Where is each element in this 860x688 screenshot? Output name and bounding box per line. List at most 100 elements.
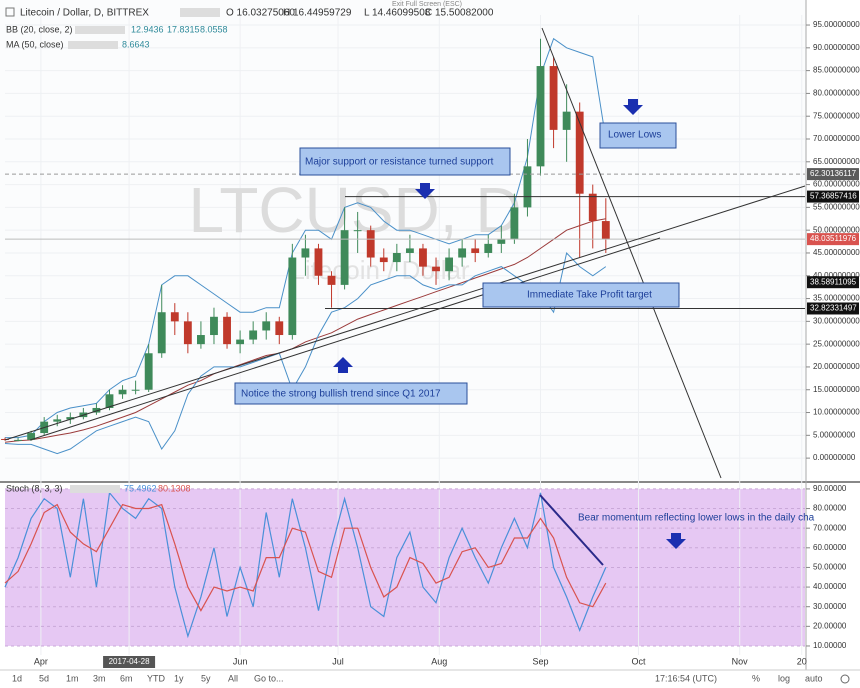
indicator-buttons[interactable] <box>70 485 120 493</box>
y-tick-label: 5.00000000 <box>813 430 856 439</box>
ohlc: C 15.50082000 <box>425 8 494 19</box>
range-button[interactable]: 6m <box>120 673 133 683</box>
series-line <box>4 251 607 455</box>
y-tick-label: 25.00000000 <box>813 339 860 348</box>
candle-body <box>392 252 401 263</box>
annotation: Notice the strong bullish trend since Q1… <box>241 389 441 400</box>
x-tick-label: 2017-04-28 <box>109 657 150 666</box>
range-button[interactable]: 1y <box>174 673 184 683</box>
y-tick-label: 10.00000000 <box>813 408 860 417</box>
option-button[interactable]: % <box>752 673 760 683</box>
series-line <box>4 503 607 612</box>
price-tag <box>807 168 859 181</box>
y-tick-label: 35.00000000 <box>813 294 860 303</box>
price-tag <box>807 233 859 246</box>
annotation-box <box>234 382 468 405</box>
y-tick-label: 40.00000000 <box>813 271 860 280</box>
x-tick-label: Sep <box>533 656 549 666</box>
price-tag-label: 62.30136117 <box>810 169 857 178</box>
candle-body <box>419 248 427 267</box>
exit-full-screen[interactable]: Exit Full Screen (ESC) <box>392 1 462 8</box>
collapse-icon[interactable] <box>5 7 15 17</box>
x-tick-label: Jun <box>233 656 248 666</box>
candle-body <box>262 321 271 331</box>
y-tick-label: 70.00000000 <box>813 134 860 143</box>
price-tag-label: 32.82331497 <box>810 304 857 313</box>
settings-button[interactable] <box>840 674 850 684</box>
indicator-value: 75.4962 <box>124 483 157 493</box>
arrow-down <box>666 533 686 549</box>
candle-body <box>1 438 9 440</box>
indicator-value: 8.0558 <box>200 24 228 34</box>
range-button[interactable]: 1d <box>12 673 22 683</box>
y-tick-label: 70.00000 <box>813 523 847 532</box>
candle-body <box>223 316 231 345</box>
ohlc: H 16.44959729 <box>283 8 352 19</box>
indicator-buttons[interactable] <box>68 41 118 49</box>
candle-body <box>497 239 506 244</box>
range-button[interactable]: 5y <box>201 673 211 683</box>
annotation-box <box>482 282 680 308</box>
option-button[interactable]: log <box>778 673 790 683</box>
y-tick-label: 40.00000 <box>813 582 847 591</box>
candle-body <box>236 339 245 345</box>
indicator-name: MA (50, close) <box>6 39 64 49</box>
indicator-buttons[interactable] <box>75 26 125 34</box>
x-tick-label: Apr <box>34 656 48 666</box>
x-tick-label: Nov <box>732 656 749 666</box>
candle-body <box>458 248 467 258</box>
y-tick-label: 20.00000 <box>813 621 847 630</box>
arrow-up <box>333 357 353 373</box>
candle-body <box>92 407 101 413</box>
symbol: Litecoin / Dollar, D, BITTREX <box>20 8 149 19</box>
price-tag <box>807 190 859 203</box>
header-buttons[interactable] <box>180 8 220 17</box>
candle-body <box>366 230 375 258</box>
candle-body <box>131 389 140 391</box>
range-button[interactable]: 5d <box>39 673 49 683</box>
indicator-value: 17.8315 <box>167 24 200 34</box>
annotation-box <box>299 147 511 176</box>
y-tick-label: 20.00000000 <box>813 362 860 371</box>
trend-line <box>541 27 722 479</box>
annotation: Lower Lows <box>608 130 661 141</box>
candle-body <box>379 257 388 263</box>
candle-body <box>510 207 519 240</box>
candle-body <box>588 193 597 222</box>
y-tick-label: 75.00000000 <box>813 111 860 120</box>
candle-body <box>210 316 218 336</box>
y-tick-label: 85.00000000 <box>813 66 860 75</box>
candle-body <box>562 111 571 130</box>
candle-body <box>523 166 532 208</box>
y-tick-label: 30.00000000 <box>813 316 860 325</box>
x-tick-label: Jul <box>332 656 344 666</box>
y-tick-label: 90.00000000 <box>813 43 860 52</box>
candle-body <box>105 394 114 408</box>
price-tag <box>807 302 859 315</box>
range-button[interactable]: Go to... <box>254 673 284 683</box>
indicator-name: Stoch (8, 3, 3) <box>6 483 63 493</box>
candle-body <box>340 230 349 285</box>
candle-body <box>471 248 480 253</box>
range-button[interactable]: 1m <box>66 673 79 683</box>
indicator-value: 12.9436 <box>131 24 164 34</box>
y-tick-label: 65.00000000 <box>813 157 860 166</box>
candle-body <box>353 230 362 232</box>
candle-body <box>144 353 153 390</box>
x-tick-label: Aug <box>431 656 447 666</box>
range-button[interactable]: All <box>228 673 238 683</box>
y-tick-label: 30.00000 <box>813 602 847 611</box>
candle-body <box>118 389 127 395</box>
trend-line <box>4 185 806 441</box>
candle-body <box>405 248 414 253</box>
annotation: Immediate Take Profit target <box>527 290 652 301</box>
price-tag-label: 48.03511976 <box>810 234 857 243</box>
candle-body <box>53 419 62 422</box>
candle-body <box>288 257 297 336</box>
option-button[interactable]: auto <box>805 673 823 683</box>
y-tick-label: 50.00000 <box>813 563 847 572</box>
range-button[interactable]: 3m <box>93 673 106 683</box>
range-button[interactable]: YTD <box>147 673 166 683</box>
stoch-trend-line <box>539 494 604 566</box>
y-tick-label: 10.00000 <box>813 641 847 650</box>
